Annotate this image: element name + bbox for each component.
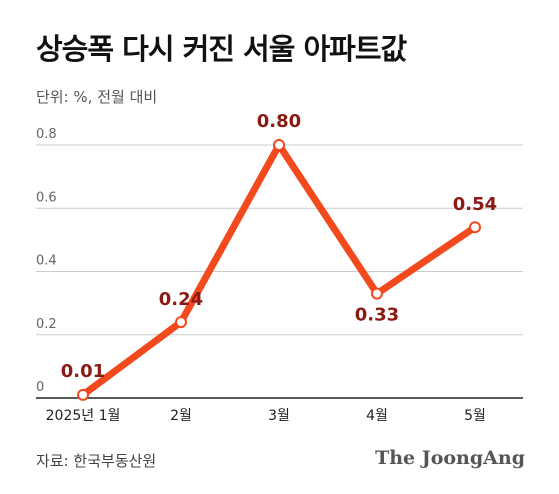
y-tick-label: 0.8 [36, 127, 57, 142]
gridlines [36, 144, 523, 399]
data-point [371, 287, 383, 300]
data-label: 0.33 [355, 305, 399, 326]
source-note: 자료: 한국부동산원 [36, 452, 157, 470]
x-tick-labels: 2025년 1월 2월 3월 4월 5월 [46, 408, 486, 424]
y-tick-label: 0.2 [36, 317, 57, 332]
series-line [79, 138, 479, 399]
chart-title: 상승폭 다시 커진 서울 아파트값 [36, 32, 407, 66]
series-line-path [79, 138, 479, 399]
y-tick-labels: 0 0.2 0.4 0.6 0.8 [36, 127, 57, 395]
x-tick-label: 2월 [170, 408, 192, 424]
x-tick-label: 5월 [464, 408, 486, 424]
data-point [77, 388, 89, 401]
x-tick-label: 3월 [268, 408, 290, 424]
data-labels: 0.01 0.24 0.80 0.33 0.54 [61, 111, 497, 382]
data-point [469, 221, 481, 234]
data-label: 0.01 [61, 361, 105, 382]
y-tick-label: 0.4 [36, 254, 57, 269]
data-label: 0.54 [453, 194, 497, 215]
unit-label: 단위: %, 전월 대비 [36, 88, 158, 106]
y-tick-label: 0 [36, 380, 44, 395]
x-tick-label: 4월 [366, 408, 388, 424]
data-point [273, 139, 285, 151]
data-label: 0.24 [159, 289, 203, 310]
publisher-logo: The JoongAng [375, 447, 525, 469]
y-tick-label: 0.6 [36, 190, 57, 205]
x-tick-label: 2025년 1월 [46, 408, 121, 424]
data-points [77, 139, 481, 401]
data-point [175, 316, 187, 329]
data-label: 0.80 [257, 111, 301, 132]
